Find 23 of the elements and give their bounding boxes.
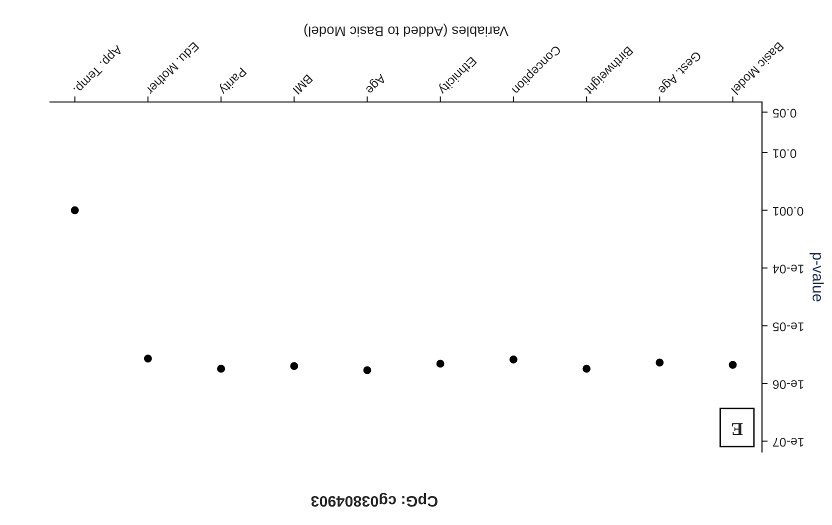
y-tick-label: 0.01: [773, 149, 796, 158]
point: [582, 364, 591, 373]
y-tick-label: 0.001: [773, 206, 804, 216]
point: [363, 366, 372, 374]
point: [290, 362, 298, 370]
point: [436, 360, 444, 368]
annotation: E: [732, 423, 743, 435]
y-tick-label: 0.05: [772, 108, 796, 118]
y-tick-label: 1e-05: [772, 322, 804, 332]
point: [656, 358, 664, 367]
y-tick-label: 1e-04: [772, 264, 804, 274]
x-tick-label: BMI: [292, 74, 313, 95]
text: CpG: cg03804903: [311, 492, 438, 507]
y-tick-label: 1e-07: [773, 438, 804, 447]
point: [144, 354, 152, 363]
point: [509, 356, 518, 364]
point: [217, 364, 226, 373]
x-tick-label: Age: [364, 72, 387, 95]
y-tick-label: 1e-06: [772, 380, 804, 389]
y-axis-title: p-value: [810, 252, 824, 302]
point: [728, 360, 737, 369]
x-axis-title: Variables (Added to Basic Model): [304, 24, 508, 37]
point: [70, 206, 79, 214]
